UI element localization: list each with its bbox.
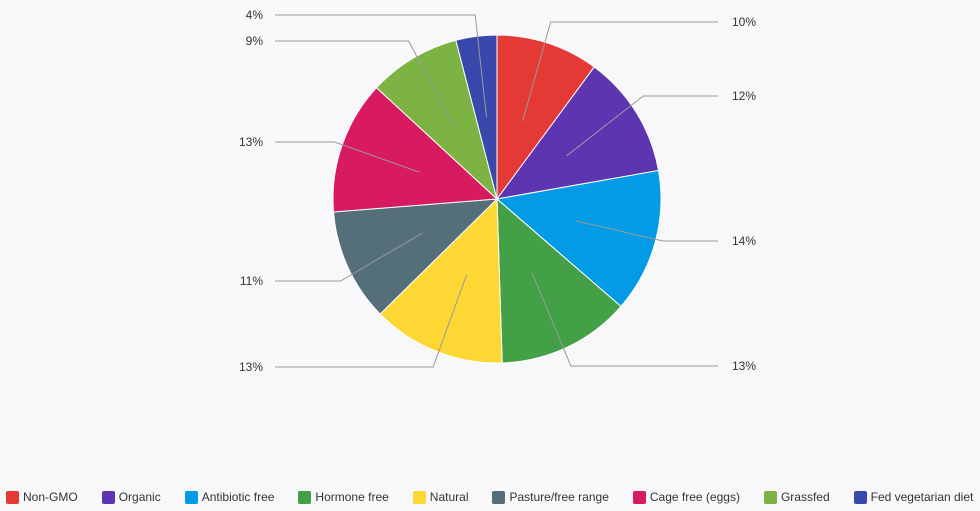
pie-slice-non-gmo[interactable] bbox=[496, 34, 595, 201]
leader-line bbox=[575, 220, 718, 242]
legend-label: Pasture/free range bbox=[509, 490, 609, 504]
legend-item[interactable]: Hormone free bbox=[298, 490, 389, 504]
legend-swatch bbox=[298, 490, 312, 504]
legend-item[interactable]: Grassfed bbox=[763, 490, 830, 504]
pie-chart-svg: 10% 12% 14% 13% 13% 11% 13% 9% 4% bbox=[239, 8, 756, 374]
legend: Non-GMO Organic Antibiotic free Hormone fre… bbox=[6, 489, 976, 505]
pie-slice-cage-free-eggs[interactable] bbox=[332, 87, 499, 213]
leader-line bbox=[522, 21, 718, 122]
value-label: 13% bbox=[239, 360, 263, 374]
leader-line bbox=[275, 14, 488, 118]
legend-swatch bbox=[763, 490, 777, 504]
legend-swatch bbox=[492, 490, 506, 504]
value-label: 9% bbox=[246, 34, 264, 48]
value-label: 4% bbox=[246, 8, 264, 22]
legend-swatch bbox=[6, 490, 19, 504]
legend-swatch bbox=[853, 490, 867, 504]
legend-swatch bbox=[184, 490, 198, 504]
legend-swatch bbox=[412, 490, 426, 504]
leader-lines bbox=[275, 14, 718, 368]
leader-line bbox=[566, 95, 718, 157]
legend-item[interactable]: Antibiotic free bbox=[184, 490, 275, 504]
leader-line bbox=[275, 274, 467, 368]
pie-slice-antibiotic-free[interactable] bbox=[495, 169, 662, 308]
legend-label: Natural bbox=[429, 490, 469, 504]
legend-item[interactable]: Natural bbox=[412, 490, 469, 504]
legend-label: Hormone free bbox=[315, 490, 389, 504]
legend-item[interactable]: Fed vegetarian diet bbox=[853, 490, 974, 504]
legend-swatch bbox=[632, 490, 646, 504]
pie-slice-fed-vegetarian-diet[interactable] bbox=[455, 34, 498, 200]
pie-slice-grassfed[interactable] bbox=[375, 39, 498, 201]
value-label: 12% bbox=[732, 89, 756, 103]
leader-line bbox=[531, 272, 718, 367]
leader-line bbox=[275, 232, 423, 282]
legend-swatch bbox=[101, 490, 115, 504]
value-label: 14% bbox=[732, 234, 756, 248]
legend-item[interactable]: Pasture/free range bbox=[492, 490, 609, 504]
value-label: 10% bbox=[732, 15, 756, 29]
value-labels: 10% 12% 14% 13% 13% 11% 13% 9% 4% bbox=[239, 8, 756, 374]
pie-slice-hormone-free[interactable] bbox=[496, 197, 622, 364]
legend-item[interactable]: Non-GMO bbox=[6, 490, 78, 504]
value-label: 13% bbox=[732, 359, 756, 373]
pie-slice-pasture-free-range[interactable] bbox=[332, 198, 499, 315]
legend-label: Antibiotic free bbox=[201, 490, 275, 504]
legend-label: Grassfed bbox=[780, 490, 830, 504]
pie-slice-natural[interactable] bbox=[379, 197, 503, 364]
legend-label: Cage free (eggs) bbox=[649, 490, 740, 504]
pie-slice-organic[interactable] bbox=[495, 66, 660, 200]
legend-label: Fed vegetarian diet bbox=[870, 490, 974, 504]
leader-line bbox=[275, 40, 456, 129]
legend-item[interactable]: Organic bbox=[101, 490, 161, 504]
legend-label: Non-GMO bbox=[23, 490, 78, 504]
legend-item[interactable]: Cage free (eggs) bbox=[632, 490, 740, 504]
pie-slices bbox=[332, 34, 662, 364]
value-label: 13% bbox=[239, 135, 263, 149]
leader-line bbox=[275, 141, 420, 173]
value-label: 11% bbox=[240, 274, 263, 288]
legend-label: Organic bbox=[118, 490, 161, 504]
